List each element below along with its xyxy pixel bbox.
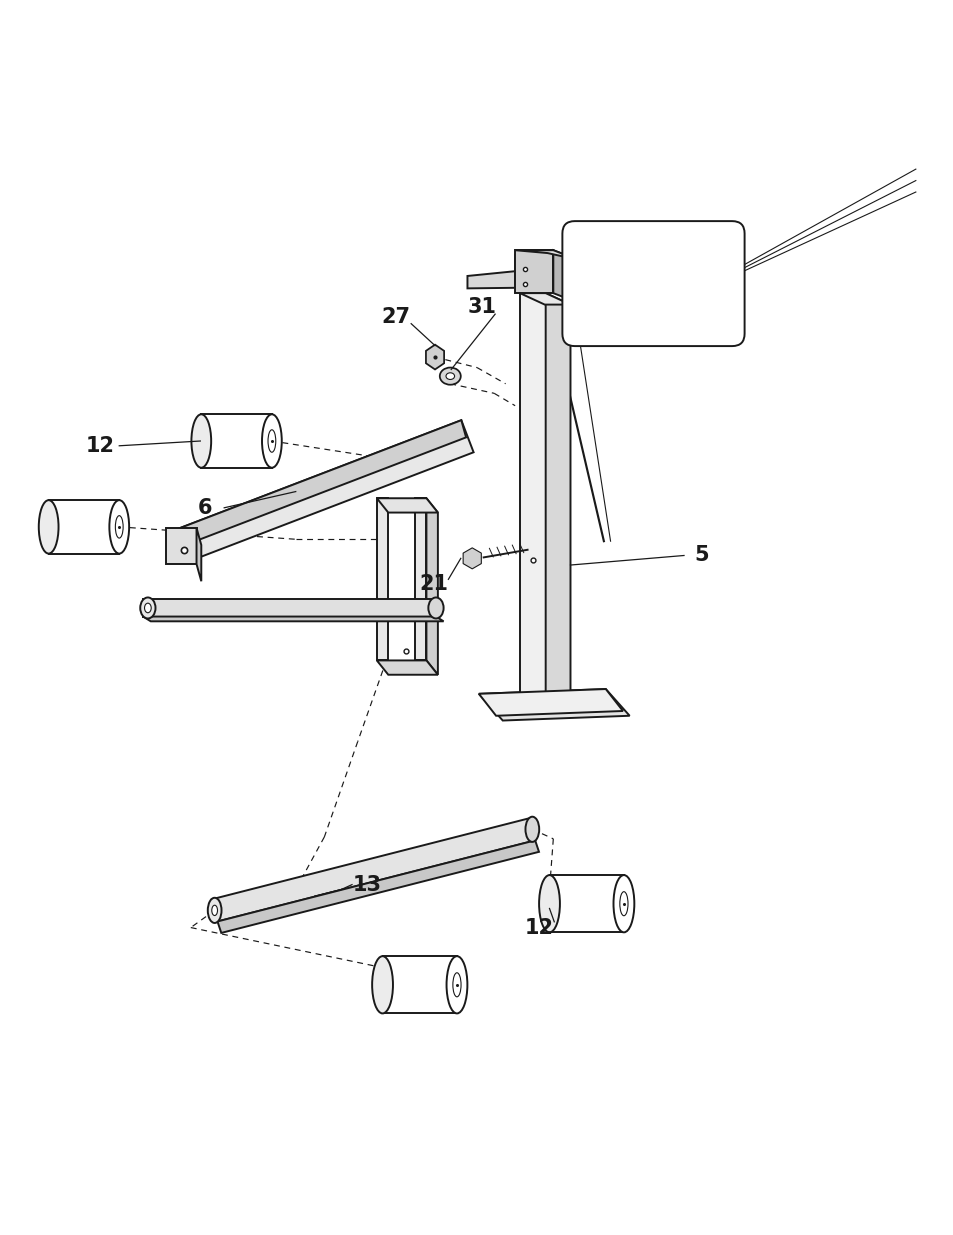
- Polygon shape: [382, 956, 456, 1014]
- Polygon shape: [574, 233, 581, 333]
- Polygon shape: [376, 661, 437, 674]
- Polygon shape: [376, 498, 388, 661]
- FancyBboxPatch shape: [561, 221, 743, 346]
- Ellipse shape: [446, 956, 467, 1014]
- Polygon shape: [376, 498, 437, 513]
- Ellipse shape: [428, 598, 443, 619]
- Text: 31: 31: [467, 298, 496, 317]
- Polygon shape: [519, 293, 545, 699]
- Text: 12: 12: [524, 918, 553, 937]
- Polygon shape: [175, 420, 473, 562]
- Polygon shape: [425, 345, 444, 369]
- Polygon shape: [212, 819, 535, 921]
- Polygon shape: [553, 251, 578, 303]
- Polygon shape: [519, 293, 570, 305]
- Ellipse shape: [445, 373, 454, 379]
- Ellipse shape: [613, 876, 634, 932]
- Text: 12: 12: [86, 436, 114, 456]
- Polygon shape: [143, 599, 436, 616]
- Polygon shape: [467, 251, 553, 288]
- Polygon shape: [478, 689, 622, 716]
- Polygon shape: [545, 293, 570, 710]
- Text: 27: 27: [381, 308, 410, 327]
- Ellipse shape: [453, 973, 460, 997]
- Polygon shape: [175, 420, 466, 547]
- Ellipse shape: [39, 500, 58, 553]
- Ellipse shape: [372, 956, 393, 1014]
- Ellipse shape: [525, 816, 538, 842]
- Ellipse shape: [110, 500, 129, 553]
- Ellipse shape: [262, 414, 281, 468]
- Polygon shape: [462, 548, 481, 569]
- Ellipse shape: [619, 892, 627, 915]
- Polygon shape: [515, 251, 578, 259]
- Ellipse shape: [192, 414, 211, 468]
- Ellipse shape: [140, 598, 155, 619]
- Polygon shape: [143, 616, 443, 621]
- Polygon shape: [549, 876, 623, 932]
- Polygon shape: [426, 498, 437, 674]
- Ellipse shape: [208, 898, 221, 923]
- Ellipse shape: [538, 876, 559, 932]
- Polygon shape: [415, 498, 426, 661]
- Ellipse shape: [145, 603, 151, 613]
- Polygon shape: [217, 840, 538, 932]
- Polygon shape: [515, 251, 553, 293]
- Text: 21: 21: [419, 574, 448, 594]
- Text: 13: 13: [353, 874, 381, 894]
- Ellipse shape: [268, 430, 275, 452]
- Ellipse shape: [439, 368, 460, 385]
- Ellipse shape: [212, 905, 217, 915]
- Polygon shape: [478, 689, 629, 720]
- Text: 5: 5: [693, 546, 708, 566]
- Polygon shape: [166, 527, 196, 564]
- Polygon shape: [49, 500, 119, 553]
- Ellipse shape: [115, 516, 123, 538]
- Polygon shape: [201, 414, 272, 468]
- Polygon shape: [196, 527, 201, 582]
- Text: 6: 6: [197, 498, 213, 517]
